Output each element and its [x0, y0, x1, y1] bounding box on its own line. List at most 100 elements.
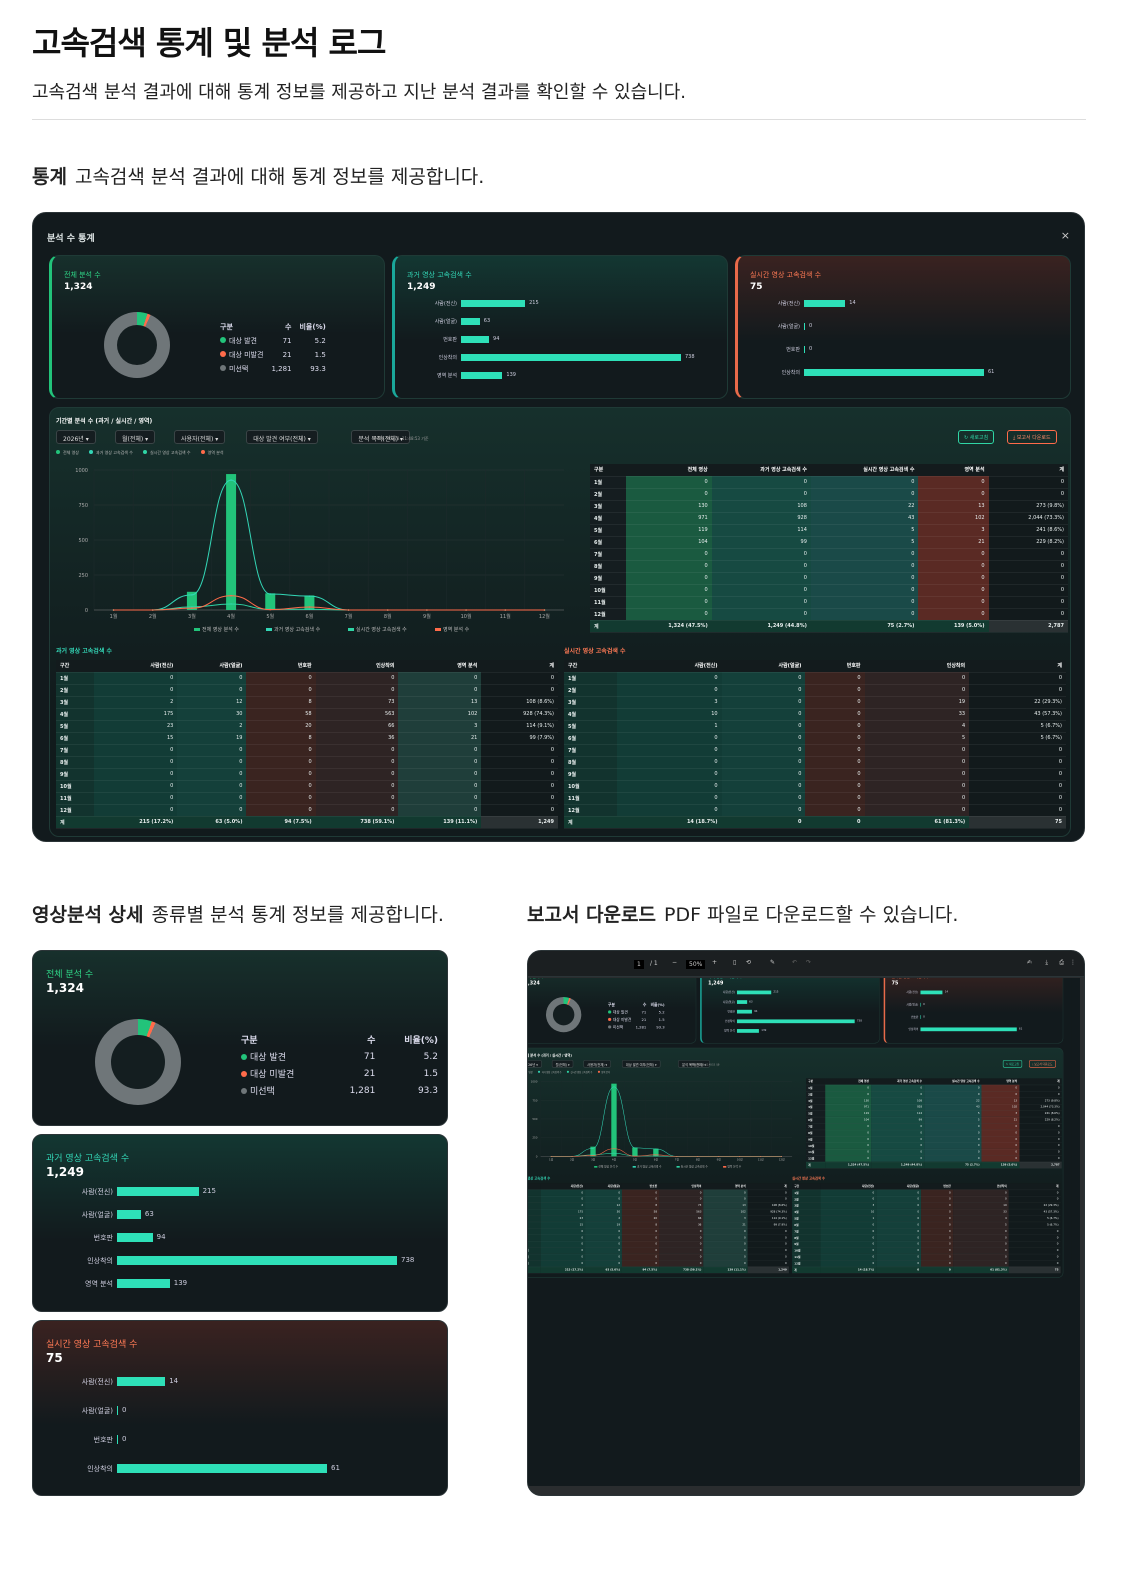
- legend-pct: 5.2: [423, 1051, 438, 1062]
- pdf-table-cell: 0: [921, 1195, 953, 1203]
- pdf-table-cell: 0: [622, 1234, 660, 1242]
- sign-icon[interactable]: ✍: [1026, 959, 1032, 966]
- close-icon[interactable]: ×: [1060, 229, 1070, 242]
- table-cell: 22: [810, 500, 919, 513]
- legend-dot: [200, 450, 205, 454]
- table-cell: 119: [625, 524, 712, 537]
- more-icon[interactable]: ⋮: [1070, 959, 1076, 966]
- pdf-table-cell: 0: [747, 1195, 789, 1203]
- pdf-table-cell: 0: [871, 1084, 925, 1092]
- legend-count: 1,281: [271, 365, 292, 373]
- table-cell: 0: [711, 560, 811, 573]
- legend-row: 미선택 1,281 93.3: [216, 362, 330, 376]
- redo-icon[interactable]: ↷: [806, 959, 812, 966]
- bar-row: 사람(전신) 215: [43, 1187, 443, 1198]
- pdf-table-cell: 9월: [805, 1136, 825, 1143]
- legend-pct: 93.3: [310, 365, 326, 373]
- pdf-table-cell: 0: [876, 1234, 922, 1242]
- table-cell: 0: [246, 744, 316, 757]
- table-cell: 0: [810, 488, 919, 501]
- pdf-legend-dot: [608, 1017, 612, 1022]
- pdf-legend-text: 대상 미발견: [612, 1017, 632, 1023]
- column-header: 계: [969, 660, 1066, 673]
- pdf-table-cell: 0: [703, 1228, 748, 1235]
- pdf-legend-header: 수: [642, 1002, 647, 1008]
- legend-text: 미선택: [229, 365, 249, 373]
- pdf-table-row: 5월 119 114 5 3 241 (8.6%): [805, 1110, 1062, 1118]
- pdf-y-tick-label: 1000: [531, 1080, 538, 1084]
- table-cell: 0: [969, 684, 1066, 697]
- download-icon[interactable]: ⤓: [1045, 959, 1048, 966]
- pdf-chart-legend-label: 영역 분석 수: [727, 1165, 741, 1169]
- table-cell: 0: [969, 744, 1066, 757]
- filter-dropdown[interactable]: 분석 목적(전체) ▾: [351, 430, 411, 444]
- table-row: 9월 0 0 0 0 0: [564, 768, 1066, 781]
- pdf-table-cell: 36: [659, 1221, 704, 1229]
- pdf-table-header-row: 구간 사람(전신) 사람(얼굴) 번호판 인상착의 계: [792, 1183, 1061, 1190]
- pdf-table-cell: 8: [622, 1202, 660, 1210]
- x-tick-label: 12월: [539, 613, 550, 620]
- filter-dropdown[interactable]: 월(전체) ▾: [115, 430, 156, 444]
- pdf-table-cell: 0: [585, 1195, 623, 1203]
- pdf-table-cell: 5 (6.7%): [1008, 1221, 1061, 1229]
- pdf-table-cell: 22 (29.3%): [1008, 1202, 1061, 1210]
- y-tick-label: 1000: [75, 468, 88, 474]
- legend-label: 대상 발견: [216, 334, 267, 348]
- donut-legend: 구분 수 비율(%) 대상 발견 71 5.2 대상 미발견 21 1.5 미선택 1,281 93.…: [237, 1031, 442, 1099]
- undo-icon[interactable]: ↶: [792, 959, 798, 966]
- pdf-table-cell: 0: [659, 1195, 704, 1203]
- table-row: 12월 0 0 0 0 0: [590, 608, 1068, 621]
- table-cell: 0: [721, 792, 806, 805]
- table-cell: 2: [94, 696, 178, 709]
- legend-text: 전체 영상: [63, 450, 79, 455]
- pdf-bar-5월: [632, 1147, 638, 1157]
- print-icon[interactable]: ⎙: [1059, 959, 1064, 966]
- filter-dropdown[interactable]: 2026년 ▾: [56, 430, 96, 444]
- pdf-y-tick-label: 750: [532, 1098, 537, 1102]
- pdf-column-header: 과거 영상 고속검색 수: [871, 1078, 925, 1085]
- bar-row: 인상착의 61: [43, 1464, 443, 1475]
- legend-dot: [220, 337, 226, 343]
- pdf-bar: [736, 1029, 760, 1033]
- zoom-in-icon[interactable]: +: [712, 959, 718, 966]
- rotate-icon[interactable]: ⟲: [746, 959, 752, 966]
- refresh-button[interactable]: ↻ 새로고침: [958, 430, 995, 444]
- pdf-bar-value: 0: [923, 1015, 925, 1019]
- column-header: 사람(얼굴): [721, 660, 806, 673]
- filter-dropdown[interactable]: 대상 발견 여부(전체) ▾: [246, 430, 318, 444]
- pdf-bar-value: 63: [749, 1000, 753, 1004]
- table-cell: 4월: [564, 708, 617, 721]
- fit-page-icon[interactable]: ▯: [733, 959, 737, 966]
- zoom-out-icon[interactable]: −: [672, 959, 678, 966]
- pdf-table-cell: 0: [659, 1189, 704, 1197]
- table-cell: 2: [177, 720, 247, 733]
- live-table: 구간 사람(전신) 사람(얼굴) 번호판 인상착의 계 1월 0 0 0 0 0 2월 0 0 0 0 0 3월 3 0…: [564, 660, 1066, 829]
- bar-value: 215: [202, 1187, 216, 1195]
- table-cell: 0: [481, 672, 558, 685]
- bar: [117, 1233, 153, 1242]
- legend-text: 대상 발견: [250, 1053, 286, 1063]
- annotate-icon[interactable]: ✎: [770, 959, 776, 966]
- filter-dropdown[interactable]: 사용자(전체) ▾: [174, 430, 226, 444]
- pdf-table-cell: 0: [871, 1142, 925, 1150]
- pdf-table-cell: 0: [659, 1253, 704, 1261]
- table-cell: 99: [711, 536, 811, 549]
- pdf-table-row: 4월 10 0 0 33 43 (57.3%): [792, 1208, 1061, 1216]
- download-button[interactable]: ⤓ 보고서 다운로드: [1007, 430, 1057, 444]
- table-cell: 104: [625, 536, 712, 549]
- pdf-table-cell: 108 (8.6%): [747, 1202, 789, 1210]
- legend-dot: [241, 1054, 247, 1060]
- pdf-table-cell: 0: [703, 1240, 748, 1248]
- pdf-period-title: 기간별 분석 수 (과거 / 실시간 / 영역): [528, 1053, 572, 1058]
- pdf-legend-count: 21: [641, 1017, 647, 1023]
- pdf-bar-3월: [590, 1146, 596, 1157]
- zoom-level[interactable]: 50%: [686, 960, 706, 969]
- table-row: 3월 2 12 8 73 13 108 (8.6%): [56, 696, 558, 709]
- pdf-month-table: 구분 전체 영상 과거 영상 고속검색 수 실시간 영상 고속검색 수 영역 분석 계 1월…: [805, 1078, 1062, 1169]
- table-cell: 0: [805, 792, 865, 805]
- bar-label: 사람(얼굴): [81, 1407, 113, 1415]
- bar: [461, 372, 503, 379]
- page-number[interactable]: 1: [634, 960, 644, 969]
